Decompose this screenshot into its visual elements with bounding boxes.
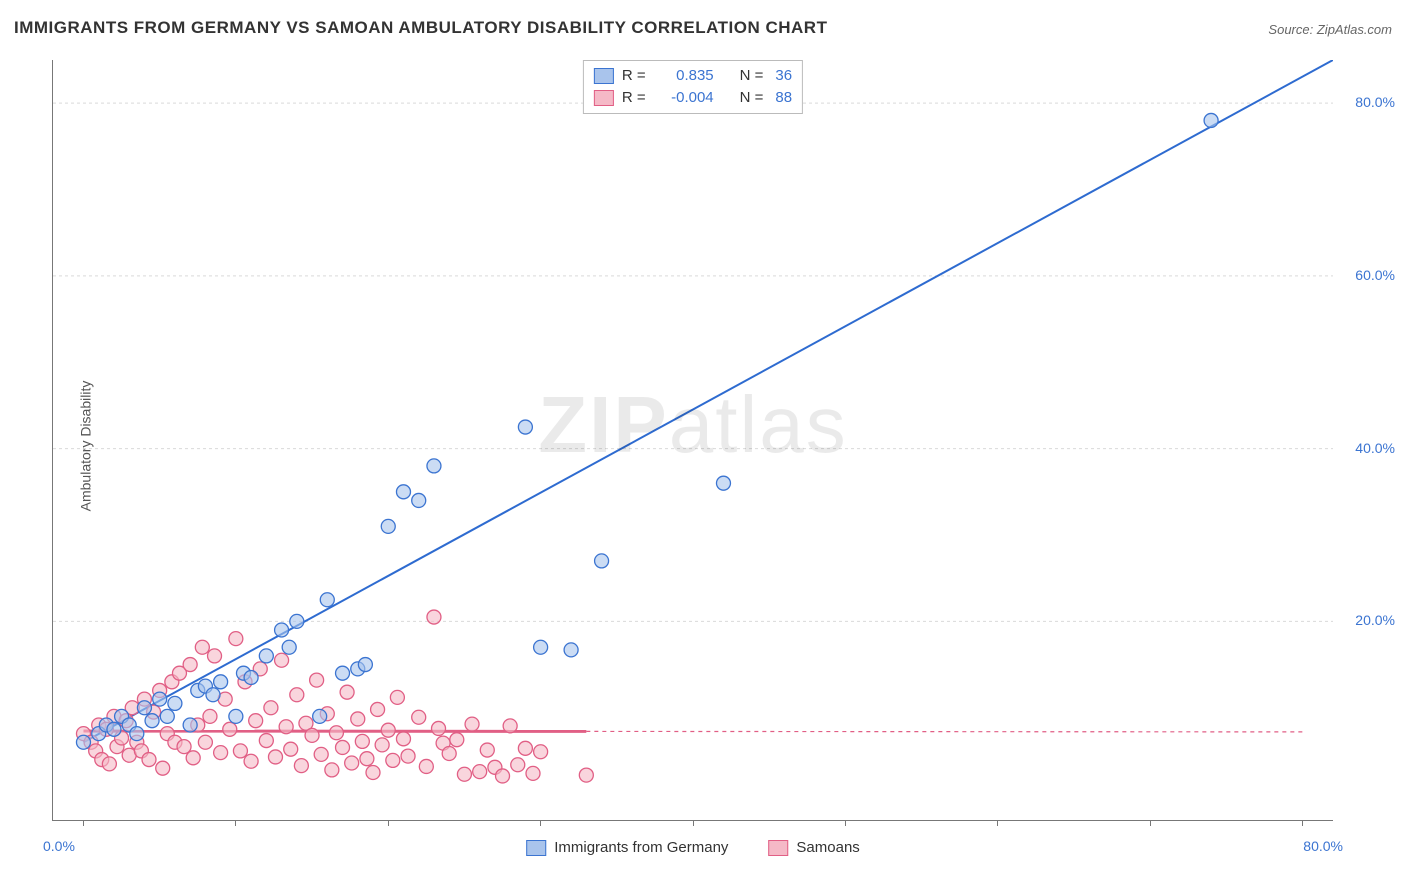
chart-svg — [53, 60, 1333, 820]
chart-container: IMMIGRANTS FROM GERMANY VS SAMOAN AMBULA… — [0, 0, 1406, 892]
legend-item-blue: Immigrants from Germany — [526, 839, 728, 856]
n-value-pink: 88 — [775, 87, 792, 109]
n-value-blue: 36 — [775, 65, 792, 87]
legend-label-blue: Immigrants from Germany — [554, 839, 728, 856]
source-attribution: Source: ZipAtlas.com — [1268, 22, 1392, 37]
source-value: ZipAtlas.com — [1317, 22, 1392, 37]
x-tick — [1302, 820, 1303, 826]
swatch-pink — [768, 840, 788, 856]
stats-legend: R = 0.835 N = 36 R = -0.004 N = 88 — [583, 60, 803, 114]
legend-item-pink: Samoans — [768, 839, 859, 856]
x-tick — [540, 820, 541, 826]
n-label: N = — [740, 87, 764, 109]
series-legend: Immigrants from Germany Samoans — [526, 839, 860, 856]
stats-row-blue: R = 0.835 N = 36 — [594, 65, 792, 87]
plot-area: ZIPatlas R = 0.835 N = 36 R = -0.004 N =… — [52, 60, 1333, 821]
chart-title: IMMIGRANTS FROM GERMANY VS SAMOAN AMBULA… — [14, 18, 827, 38]
source-label: Source: — [1268, 22, 1313, 37]
x-tick — [845, 820, 846, 826]
stats-row-pink: R = -0.004 N = 88 — [594, 87, 792, 109]
r-value-pink: -0.004 — [654, 87, 714, 109]
r-label: R = — [622, 87, 646, 109]
x-tick — [83, 820, 84, 826]
x-tick — [235, 820, 236, 826]
y-tick-label: 60.0% — [1355, 267, 1395, 283]
n-label: N = — [740, 65, 764, 87]
x-tick — [388, 820, 389, 826]
r-label: R = — [622, 65, 646, 87]
legend-label-pink: Samoans — [796, 839, 859, 856]
swatch-pink — [594, 90, 614, 106]
y-tick-label: 20.0% — [1355, 612, 1395, 628]
swatch-blue — [594, 68, 614, 84]
y-tick-label: 40.0% — [1355, 440, 1395, 456]
x-axis-label-0: 0.0% — [43, 838, 75, 854]
x-tick — [1150, 820, 1151, 826]
swatch-blue — [526, 840, 546, 856]
x-tick — [693, 820, 694, 826]
y-tick-label: 80.0% — [1355, 94, 1395, 110]
r-value-blue: 0.835 — [654, 65, 714, 87]
x-axis-label-80: 80.0% — [1303, 838, 1343, 854]
x-tick — [997, 820, 998, 826]
